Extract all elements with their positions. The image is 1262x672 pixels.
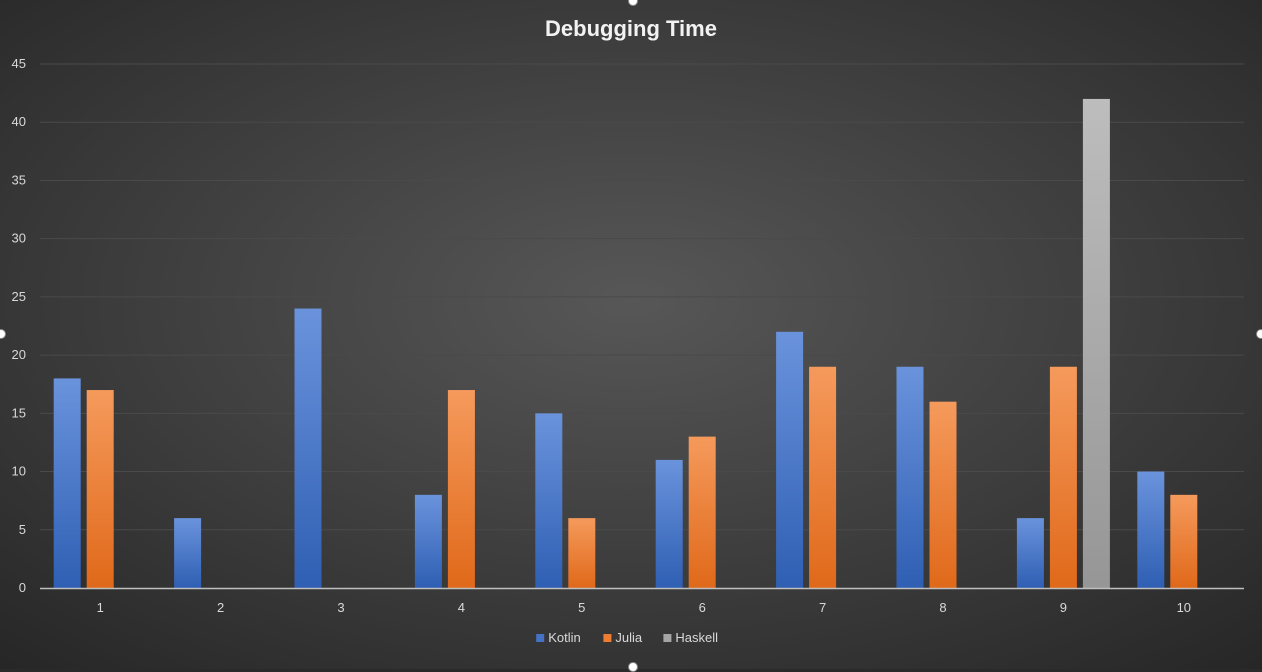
bar-julia-9[interactable] bbox=[1049, 366, 1077, 588]
bar-kotlin-5[interactable] bbox=[535, 413, 563, 588]
bar-julia-7[interactable] bbox=[809, 366, 837, 588]
legend-swatch-julia bbox=[603, 634, 612, 642]
bar-julia-8[interactable] bbox=[929, 401, 957, 588]
bar-julia-1[interactable] bbox=[86, 390, 114, 588]
legend-label-kotlin[interactable]: Kotlin bbox=[548, 630, 581, 645]
legend-swatch-haskell bbox=[663, 634, 672, 642]
bar-kotlin-10[interactable] bbox=[1137, 471, 1165, 588]
bar-kotlin-3[interactable] bbox=[294, 308, 322, 588]
y-axis-ticks: 0 5 10 15 20 25 30 35 40 45 bbox=[12, 56, 26, 595]
bar-julia-10[interactable] bbox=[1170, 494, 1198, 588]
bar-kotlin-9[interactable] bbox=[1016, 518, 1044, 588]
y-tick-label: 35 bbox=[12, 172, 26, 187]
x-tick-label: 6 bbox=[699, 600, 706, 615]
legend-swatch-kotlin bbox=[536, 634, 545, 642]
bar-kotlin-4[interactable] bbox=[414, 494, 442, 588]
chart-title: Debugging Time bbox=[545, 16, 717, 41]
bars bbox=[53, 98, 1198, 588]
gridlines bbox=[40, 63, 1244, 531]
bar-kotlin-1[interactable] bbox=[53, 378, 81, 588]
bar-kotlin-2[interactable] bbox=[174, 518, 202, 588]
y-tick-label: 25 bbox=[12, 289, 26, 304]
resize-handle-top[interactable] bbox=[628, 0, 638, 6]
x-tick-label: 7 bbox=[819, 600, 826, 615]
legend-label-haskell[interactable]: Haskell bbox=[675, 630, 718, 645]
resize-handle-right[interactable] bbox=[1256, 329, 1262, 339]
x-tick-label: 3 bbox=[337, 600, 344, 615]
x-tick-label: 8 bbox=[939, 600, 946, 615]
y-tick-label: 15 bbox=[12, 405, 26, 420]
x-tick-label: 1 bbox=[97, 600, 104, 615]
bar-julia-5[interactable] bbox=[568, 518, 596, 588]
x-tick-label: 10 bbox=[1177, 600, 1191, 615]
bar-kotlin-6[interactable] bbox=[655, 459, 683, 588]
y-tick-label: 5 bbox=[19, 522, 26, 537]
y-tick-label: 0 bbox=[19, 580, 26, 595]
x-tick-label: 4 bbox=[458, 600, 465, 615]
y-tick-label: 10 bbox=[12, 464, 26, 479]
x-tick-label: 5 bbox=[578, 600, 585, 615]
bar-kotlin-8[interactable] bbox=[896, 366, 924, 588]
x-axis-ticks: 1 2 3 4 5 6 7 8 9 10 bbox=[97, 600, 1191, 615]
resize-handle-left[interactable] bbox=[0, 329, 6, 339]
x-tick-label: 9 bbox=[1060, 600, 1067, 615]
bar-kotlin-7[interactable] bbox=[776, 331, 804, 588]
resize-handle-bottom[interactable] bbox=[628, 662, 638, 672]
y-tick-label: 45 bbox=[12, 56, 26, 71]
bar-haskell-9[interactable] bbox=[1082, 98, 1110, 588]
y-tick-label: 20 bbox=[12, 347, 26, 362]
legend-label-julia[interactable]: Julia bbox=[615, 630, 643, 645]
x-tick-label: 2 bbox=[217, 600, 224, 615]
y-tick-label: 30 bbox=[12, 231, 26, 246]
y-tick-label: 40 bbox=[12, 114, 26, 129]
bar-julia-4[interactable] bbox=[447, 390, 475, 588]
legend: Kotlin Julia Haskell bbox=[536, 630, 718, 645]
bar-julia-6[interactable] bbox=[688, 436, 716, 588]
